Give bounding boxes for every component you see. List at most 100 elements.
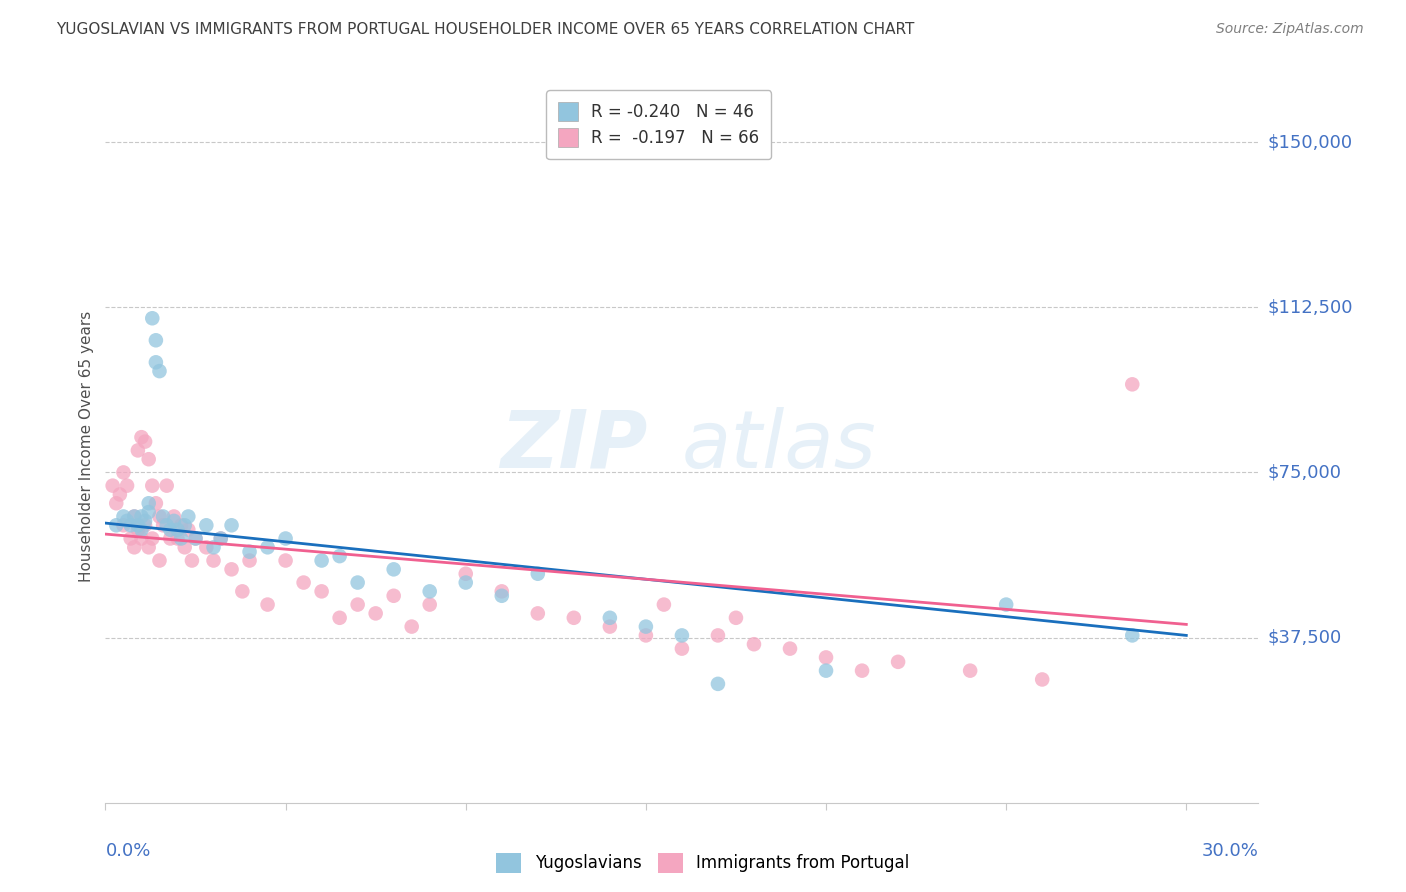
- Point: [491, 589, 513, 603]
- Point: [526, 566, 548, 581]
- Legend: Yugoslavians, Immigrants from Portugal: Yugoslavians, Immigrants from Portugal: [489, 847, 917, 880]
- Point: [124, 541, 146, 555]
- Point: [173, 518, 195, 533]
- Point: [112, 466, 135, 480]
- Point: [148, 364, 170, 378]
- Point: [209, 532, 232, 546]
- Point: [364, 607, 387, 621]
- Point: [112, 509, 135, 524]
- Point: [166, 532, 188, 546]
- Text: $75,000: $75,000: [1268, 464, 1341, 482]
- Point: [274, 553, 297, 567]
- Point: [634, 619, 657, 633]
- Point: [209, 532, 232, 546]
- Point: [887, 655, 910, 669]
- Text: $112,500: $112,500: [1268, 298, 1353, 317]
- Point: [177, 523, 200, 537]
- Point: [599, 611, 621, 625]
- Text: $37,500: $37,500: [1268, 629, 1341, 647]
- Point: [131, 509, 153, 524]
- Point: [221, 518, 243, 533]
- Point: [256, 541, 278, 555]
- Point: [526, 607, 548, 621]
- Point: [145, 355, 167, 369]
- Point: [124, 509, 146, 524]
- Point: [141, 532, 163, 546]
- Point: [851, 664, 873, 678]
- Point: [134, 518, 156, 533]
- Text: Source: ZipAtlas.com: Source: ZipAtlas.com: [1216, 22, 1364, 37]
- Y-axis label: Householder Income Over 65 years: Householder Income Over 65 years: [79, 310, 94, 582]
- Point: [401, 619, 423, 633]
- Point: [173, 541, 195, 555]
- Point: [724, 611, 747, 625]
- Point: [599, 619, 621, 633]
- Point: [184, 532, 207, 546]
- Point: [124, 509, 146, 524]
- Point: [156, 478, 179, 492]
- Point: [274, 532, 297, 546]
- Point: [1121, 628, 1143, 642]
- Point: [382, 562, 405, 576]
- Point: [127, 518, 149, 533]
- Point: [202, 541, 225, 555]
- Text: $150,000: $150,000: [1268, 133, 1353, 151]
- Point: [707, 628, 730, 642]
- Point: [166, 523, 188, 537]
- Point: [112, 518, 135, 533]
- Point: [1031, 673, 1053, 687]
- Point: [491, 584, 513, 599]
- Point: [170, 532, 193, 546]
- Point: [231, 584, 253, 599]
- Point: [105, 496, 128, 510]
- Point: [562, 611, 585, 625]
- Point: [454, 566, 477, 581]
- Point: [346, 598, 368, 612]
- Point: [127, 523, 149, 537]
- Point: [815, 650, 838, 665]
- Point: [138, 496, 160, 510]
- Text: 0.0%: 0.0%: [105, 842, 150, 860]
- Point: [202, 553, 225, 567]
- Point: [170, 518, 193, 533]
- Point: [145, 496, 167, 510]
- Point: [138, 452, 160, 467]
- Point: [131, 523, 153, 537]
- Point: [120, 518, 142, 533]
- Point: [184, 532, 207, 546]
- Point: [995, 598, 1018, 612]
- Point: [156, 518, 179, 533]
- Point: [180, 553, 202, 567]
- Point: [239, 553, 262, 567]
- Point: [152, 518, 174, 533]
- Point: [419, 584, 441, 599]
- Point: [131, 532, 153, 546]
- Text: YUGOSLAVIAN VS IMMIGRANTS FROM PORTUGAL HOUSEHOLDER INCOME OVER 65 YEARS CORRELA: YUGOSLAVIAN VS IMMIGRANTS FROM PORTUGAL …: [56, 22, 915, 37]
- Point: [115, 478, 138, 492]
- Point: [959, 664, 981, 678]
- Point: [454, 575, 477, 590]
- Point: [195, 541, 218, 555]
- Point: [221, 562, 243, 576]
- Point: [152, 509, 174, 524]
- Text: ZIP: ZIP: [501, 407, 647, 485]
- Point: [239, 545, 262, 559]
- Point: [141, 478, 163, 492]
- Point: [138, 541, 160, 555]
- Point: [145, 333, 167, 347]
- Point: [634, 628, 657, 642]
- Point: [1121, 377, 1143, 392]
- Point: [671, 628, 693, 642]
- Point: [108, 487, 131, 501]
- Text: 30.0%: 30.0%: [1202, 842, 1258, 860]
- Point: [138, 505, 160, 519]
- Point: [120, 532, 142, 546]
- Point: [115, 514, 138, 528]
- Point: [105, 518, 128, 533]
- Point: [742, 637, 765, 651]
- Point: [148, 509, 170, 524]
- Point: [382, 589, 405, 603]
- Point: [134, 514, 156, 528]
- Point: [707, 677, 730, 691]
- Point: [127, 443, 149, 458]
